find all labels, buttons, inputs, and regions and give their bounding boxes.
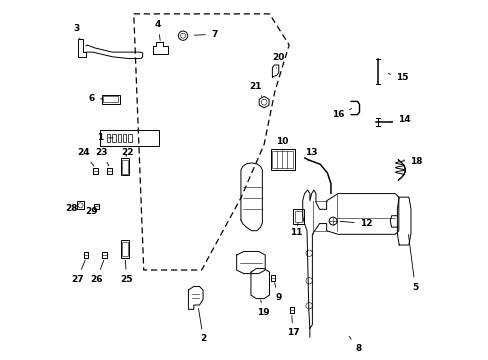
Bar bbox=[112, 134, 115, 142]
Bar bbox=[121, 240, 129, 257]
Text: 23: 23 bbox=[95, 148, 109, 166]
Text: 1: 1 bbox=[97, 133, 113, 142]
Text: 6: 6 bbox=[88, 94, 102, 103]
Text: 26: 26 bbox=[90, 260, 103, 284]
Text: 9: 9 bbox=[274, 283, 281, 302]
Text: 2: 2 bbox=[198, 309, 206, 343]
Bar bbox=[103, 96, 118, 102]
Bar bbox=[121, 158, 129, 175]
Text: 20: 20 bbox=[272, 53, 284, 68]
Text: 10: 10 bbox=[275, 137, 287, 150]
Text: 8: 8 bbox=[348, 337, 361, 353]
Text: 28: 28 bbox=[65, 204, 78, 213]
Text: 22: 22 bbox=[121, 148, 133, 157]
Text: 17: 17 bbox=[286, 316, 299, 337]
Text: 19: 19 bbox=[256, 300, 269, 318]
Text: 12: 12 bbox=[340, 219, 371, 228]
Bar bbox=[100, 130, 159, 146]
Text: 18: 18 bbox=[403, 157, 421, 166]
Text: 4: 4 bbox=[155, 20, 161, 40]
Bar bbox=[118, 134, 121, 142]
Bar bbox=[122, 242, 127, 256]
Text: 21: 21 bbox=[249, 82, 262, 96]
Bar bbox=[107, 134, 110, 142]
Text: 13: 13 bbox=[305, 148, 317, 161]
Text: 24: 24 bbox=[77, 148, 94, 166]
Bar bbox=[272, 151, 292, 168]
Bar bbox=[102, 95, 120, 104]
Text: 3: 3 bbox=[73, 24, 80, 40]
Bar bbox=[270, 149, 294, 170]
Text: 11: 11 bbox=[289, 223, 302, 237]
Bar bbox=[123, 134, 126, 142]
Text: 5: 5 bbox=[407, 235, 418, 292]
Bar bbox=[128, 134, 131, 142]
Text: 29: 29 bbox=[85, 207, 98, 216]
Text: 25: 25 bbox=[120, 260, 133, 284]
Bar bbox=[294, 211, 302, 222]
Text: 7: 7 bbox=[194, 30, 217, 39]
Bar bbox=[122, 159, 127, 174]
Text: 15: 15 bbox=[387, 73, 408, 82]
Bar bbox=[77, 202, 84, 209]
Text: 27: 27 bbox=[71, 260, 85, 284]
Bar bbox=[292, 209, 303, 224]
Text: 16: 16 bbox=[331, 109, 351, 119]
Text: 14: 14 bbox=[391, 116, 410, 125]
